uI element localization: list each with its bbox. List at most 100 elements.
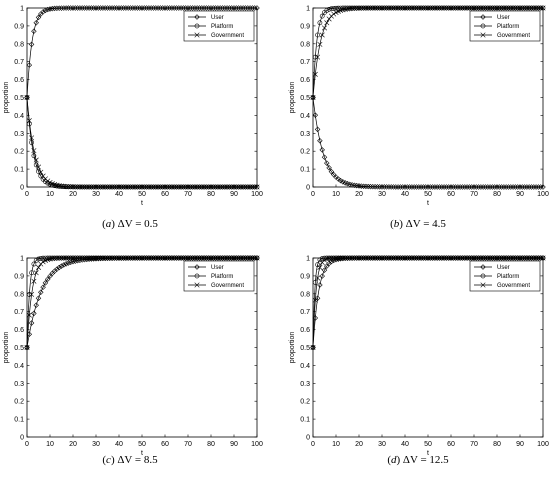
y-tick-label: 1 <box>20 6 24 13</box>
x-marker <box>63 255 69 261</box>
x-marker <box>116 184 122 190</box>
legend-entry: User <box>211 15 224 21</box>
x-marker <box>229 255 235 261</box>
diamond-marker <box>312 112 319 118</box>
y-tick-label: 0.3 <box>14 131 24 138</box>
x-marker <box>215 255 221 261</box>
x-marker <box>489 255 495 261</box>
legend-entry: Platform <box>497 274 519 280</box>
x-marker <box>344 6 351 12</box>
x-marker <box>91 255 97 261</box>
x-marker <box>123 184 129 190</box>
x-marker <box>397 255 403 261</box>
x-marker <box>519 5 525 11</box>
x-marker <box>466 5 472 11</box>
x-marker <box>443 5 449 11</box>
x-marker <box>517 5 523 11</box>
x-marker <box>393 255 399 261</box>
panel-caption: (d) ΔV = 12.5 <box>387 454 449 466</box>
x-marker <box>384 5 390 11</box>
diamond-marker <box>540 184 546 190</box>
x-marker <box>77 255 83 261</box>
diamond-marker <box>473 184 480 190</box>
y-axis-label: proportion <box>3 82 10 114</box>
x-marker <box>462 5 468 11</box>
x-marker <box>61 255 67 261</box>
diamond-marker <box>404 184 411 190</box>
x-marker <box>203 255 209 261</box>
diamond-marker <box>127 5 134 11</box>
diamond-marker <box>35 14 42 21</box>
diamond-marker <box>143 5 150 11</box>
x-marker <box>416 255 422 261</box>
diamond-marker <box>81 5 88 11</box>
x-marker <box>315 275 321 281</box>
diamond-marker <box>537 184 544 190</box>
y-tick-label: 0 <box>20 435 24 442</box>
x-marker <box>533 255 539 261</box>
x-marker <box>236 184 242 190</box>
x-tick-label: 40 <box>401 441 409 448</box>
diamond-marker <box>210 5 217 11</box>
x-marker <box>367 255 374 261</box>
y-tick-label: 0.2 <box>14 149 24 156</box>
x-marker <box>79 184 85 190</box>
x-marker <box>79 255 85 261</box>
y-tick-label: 0.1 <box>14 417 24 424</box>
circle-marker <box>319 256 325 261</box>
x-marker <box>404 255 410 261</box>
circle-marker <box>342 5 348 11</box>
diamond-marker <box>201 5 207 11</box>
diamond-marker <box>429 184 436 190</box>
diamond-marker <box>189 5 196 11</box>
diamond-marker <box>370 183 376 190</box>
x-marker <box>91 184 97 190</box>
x-marker <box>363 5 369 11</box>
diamond-marker <box>159 5 166 11</box>
x-marker <box>455 5 461 11</box>
x-marker <box>436 5 443 11</box>
diamond-marker <box>427 184 434 190</box>
diamond-marker <box>194 14 200 20</box>
diamond-marker <box>155 5 161 11</box>
x-marker <box>134 255 140 261</box>
x-marker <box>77 184 83 190</box>
x-marker <box>190 184 196 190</box>
x-marker <box>423 255 429 261</box>
x-marker <box>26 118 32 124</box>
x-marker <box>503 5 509 11</box>
x-marker <box>533 5 539 11</box>
circle-marker <box>326 6 332 12</box>
diamond-marker <box>324 160 330 166</box>
x-marker <box>524 255 530 261</box>
x-marker <box>102 255 108 261</box>
series-government <box>24 94 260 190</box>
x-marker <box>187 255 193 261</box>
circle-marker <box>317 20 323 26</box>
x-marker <box>93 255 99 261</box>
diamond-marker <box>335 176 342 182</box>
x-marker <box>210 255 216 261</box>
x-marker <box>187 184 193 190</box>
diamond-marker <box>72 258 79 264</box>
x-marker <box>70 255 76 261</box>
x-marker <box>538 5 544 11</box>
series-user <box>24 5 260 101</box>
y-tick-label: 0.2 <box>300 399 310 406</box>
x-marker <box>114 184 120 190</box>
diamond-marker <box>118 5 125 11</box>
x-marker <box>153 184 159 190</box>
x-marker <box>63 183 69 189</box>
x-marker <box>517 255 523 261</box>
x-marker <box>61 183 67 189</box>
x-marker <box>185 255 191 261</box>
x-tick-label: 30 <box>378 191 386 198</box>
x-marker <box>95 255 101 261</box>
diamond-marker <box>111 5 118 11</box>
x-marker <box>381 255 387 261</box>
x-marker <box>328 255 334 261</box>
x-marker <box>100 255 106 261</box>
diamond-marker <box>245 5 251 11</box>
circle-marker <box>315 32 320 38</box>
x-marker <box>531 5 537 11</box>
